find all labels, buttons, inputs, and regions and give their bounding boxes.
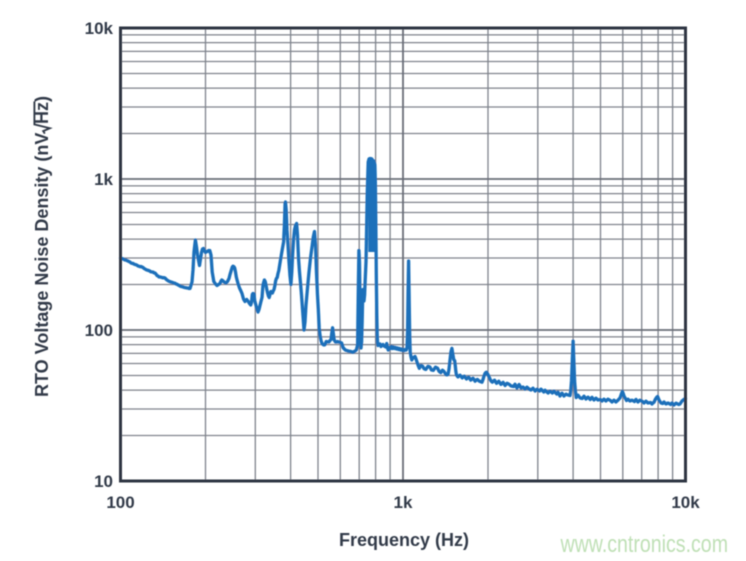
svg-text:www.cntronics.com: www.cntronics.com xyxy=(560,531,728,558)
svg-text:1k: 1k xyxy=(394,493,413,512)
svg-text:Frequency (Hz): Frequency (Hz) xyxy=(339,530,469,550)
svg-text:Hz): Hz) xyxy=(32,96,52,124)
svg-text:100: 100 xyxy=(106,493,134,512)
svg-text:100: 100 xyxy=(85,321,113,340)
svg-text:10: 10 xyxy=(94,472,113,491)
svg-text:10k: 10k xyxy=(85,19,114,38)
svg-text:10k: 10k xyxy=(671,493,700,512)
svg-text:1k: 1k xyxy=(94,170,113,189)
svg-text:RTO Voltage Noise Density (nV: RTO Voltage Noise Density (nV xyxy=(32,133,52,397)
